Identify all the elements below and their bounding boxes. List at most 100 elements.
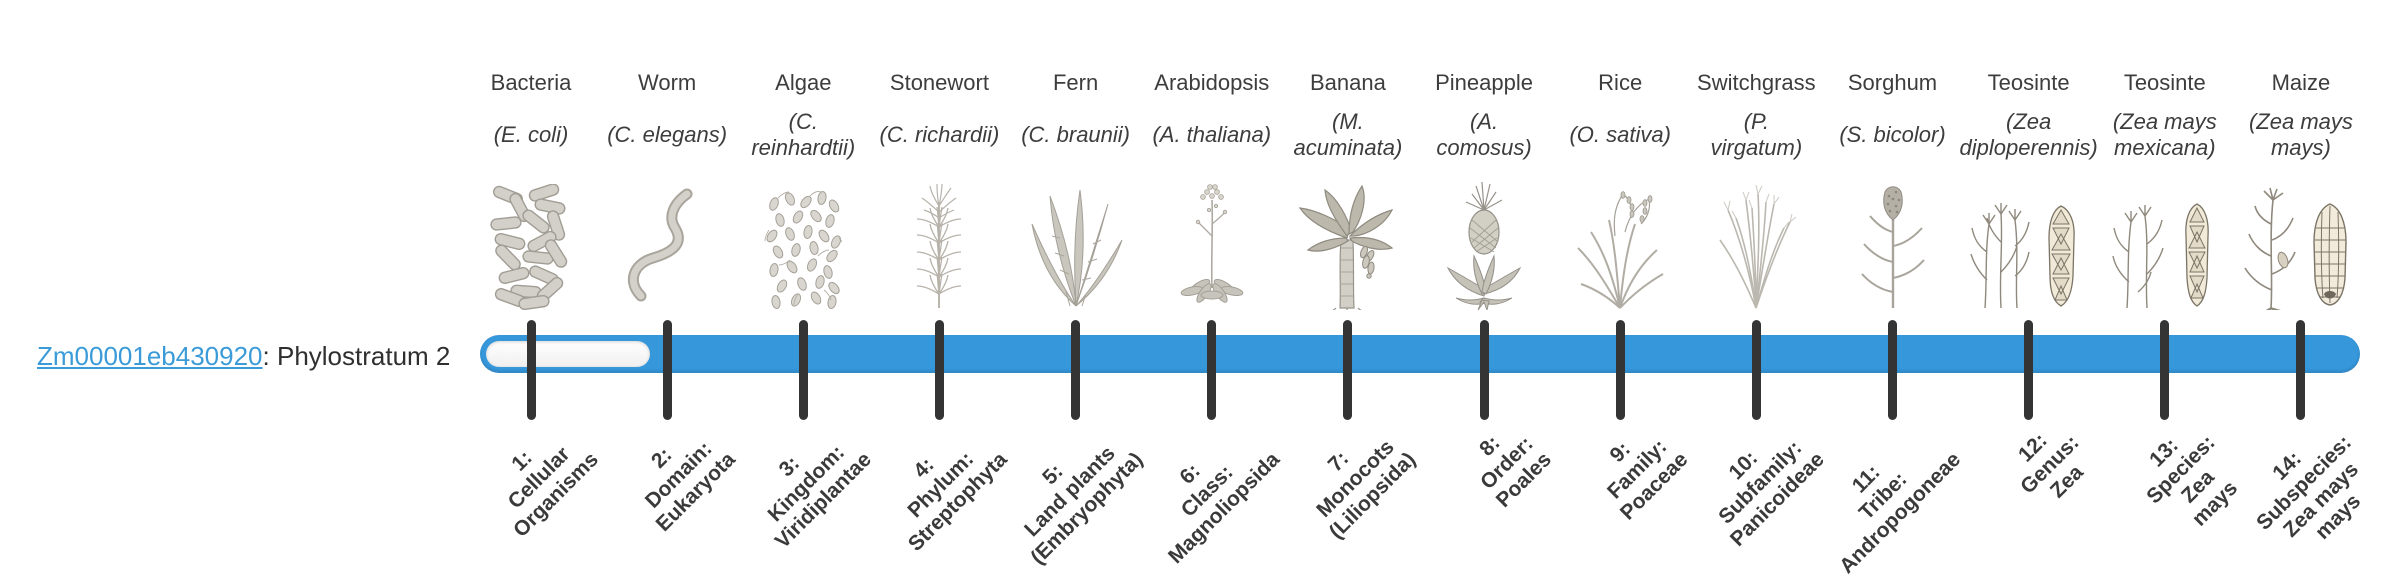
banana-illustration (1298, 185, 1394, 311)
phylostratum-label: 3: Kingdom: Viridiplantae (736, 414, 876, 554)
stonewort-illustration (904, 170, 974, 310)
phylostratum-label: 8: Order: Poales (1458, 414, 1557, 513)
organism-name: Pineapple (1435, 70, 1533, 95)
phylostratum-label: 7: Monocots (Liliopsida) (1291, 414, 1421, 544)
phylostratum-tick (1615, 320, 1625, 420)
organism-column: Sorghum (S. bicolor) (1808, 70, 1978, 310)
organism-name: Sorghum (1847, 70, 1938, 95)
organism-column: Algae (C. reinhardtii) (718, 70, 888, 310)
organism-scientific-name-line: (C. braunii) (1021, 121, 1130, 147)
banana-illustration (1292, 170, 1404, 311)
organism-column: Rice (O. sativa) (1535, 70, 1705, 310)
organism-column: Pineapple (A. comosus) (1399, 70, 1569, 311)
arabidopsis-illustration (1180, 184, 1244, 304)
sorghum-illustration (1850, 170, 1936, 310)
maize-illustration (2244, 188, 2347, 311)
organism-name: Worm (638, 70, 697, 95)
organism-name: Banana (1309, 70, 1386, 95)
organism-column: Maize (Zea mays mays) (2216, 70, 2386, 311)
switchgrass-illustration (1719, 185, 1797, 309)
teosinte-mexicana-illustration (2105, 170, 2225, 310)
rice-illustration (1564, 170, 1676, 310)
teosinte-mexicana-illustration (2112, 203, 2209, 309)
organism-scientific-name-line: (Zea mays (2248, 108, 2353, 134)
organism-scientific-name: (S. bicolor) (1839, 102, 1945, 168)
organism-column: Arabidopsis (A. thaliana) (1127, 70, 1297, 310)
organism-scientific-name-line: (Zea mays (2112, 108, 2217, 134)
phylostratum-label: 6: Class: Magnoliopsida (1130, 414, 1285, 569)
organism-column: Banana (M. acuminata) (1263, 70, 1433, 311)
organism-scientific-name: (M. acuminata) (1293, 102, 1402, 168)
organism-scientific-name: (P. virgatum) (1711, 102, 1803, 168)
organism-scientific-name-line: virgatum) (1710, 135, 1803, 161)
organism-scientific-name-line: (Zea (2006, 108, 2052, 134)
organism-scientific-name: (E. coli) (494, 102, 569, 168)
organism-scientific-name: (C. reinhardtii) (751, 102, 855, 168)
organism-name: Teosinte (1987, 70, 2070, 95)
organism-scientific-name-line: (M. (1332, 108, 1364, 134)
phylostratum-label: 13: Species: Zea mays (2126, 414, 2255, 543)
phylostratum-tick (1207, 320, 1217, 420)
organism-column: Fern (C. braunii) (991, 70, 1161, 310)
organism-scientific-name-line: (A. thaliana) (1152, 121, 1272, 147)
organism-scientific-name: (Zea diploperennis) (1960, 102, 2098, 168)
organism-name: Maize (2271, 70, 2331, 95)
phylostratum-tick (1751, 320, 1761, 420)
organism-scientific-name-line: mexicana) (2114, 135, 2216, 161)
rice-illustration (1577, 191, 1664, 310)
teosinte-diploperennis-illustration (1969, 203, 2075, 309)
bacteria-illustration (490, 184, 568, 311)
phylostratum-tick (1343, 320, 1353, 420)
fern-illustration (1020, 170, 1132, 310)
phylostratum-label: 12: Genus: Zea (2000, 414, 2102, 516)
phylostratum-tick (798, 320, 808, 420)
organism-name: Arabidopsis (1154, 70, 1270, 95)
organism-scientific-name: (Zea mays mexicana) (2113, 102, 2217, 168)
organism-name: Fern (1052, 70, 1099, 95)
pineapple-illustration (1446, 170, 1522, 311)
organism-column: Stonewort (C. richardii) (854, 70, 1024, 310)
organism-scientific-name-line: (S. bicolor) (1839, 121, 1946, 147)
phylostratum-tick (1888, 320, 1897, 420)
switchgrass-illustration (1708, 170, 1804, 310)
organism-scientific-name-line: (P. (1743, 108, 1769, 134)
gene-link[interactable]: Zm00001eb430920 (37, 341, 263, 371)
phylostratum-tick (934, 320, 944, 420)
organism-scientific-name-line: reinhardtii) (751, 135, 856, 161)
teosinte-diploperennis-illustration (1965, 170, 2093, 310)
phylostratum-label: 9: Family: Poaceae (1582, 414, 1693, 525)
organism-scientific-name: (A. thaliana) (1152, 102, 1271, 168)
organism-scientific-name-line: (O. sativa) (1569, 121, 1671, 147)
organism-scientific-name-line: (C. elegans) (607, 121, 728, 147)
phylostrata-bar (480, 335, 2360, 373)
phylostratum-label: 5: Land plants (Embryophyta) (993, 414, 1149, 570)
organism-column: Teosinte (Zea mays mexicana) (2080, 70, 2250, 310)
organism-column: Bacteria (E. coli) (446, 70, 616, 311)
organism-scientific-name-line: acuminata) (1293, 135, 1403, 161)
stonewort-illustration (917, 184, 962, 309)
bacteria-illustration (489, 170, 573, 311)
organism-scientific-name: (C. elegans) (607, 102, 727, 168)
phylostratum-tick (2024, 320, 2034, 420)
organism-name: Stonewort (889, 70, 989, 95)
bar-unfilled-segment (486, 341, 650, 367)
phylostratum-tick (526, 320, 536, 420)
phylostratum-tick (2296, 320, 2306, 420)
phylostratum-label: 2: Domain: Eukaryota (617, 414, 740, 537)
organism-scientific-name-line: mays) (2270, 135, 2331, 161)
worm-illustration (625, 170, 709, 310)
phylostratum-tick (662, 320, 672, 420)
gene-label: Zm00001eb430920: Phylostratum 2 (37, 341, 450, 372)
algae-illustration (764, 170, 843, 310)
organism-scientific-name: (Zea mays mays) (2249, 102, 2353, 168)
phylostratum-tick (2160, 320, 2170, 420)
organism-scientific-name: (C. braunii) (1021, 102, 1130, 168)
worm-illustration (628, 188, 693, 302)
organism-name: Switchgrass (1697, 70, 1816, 95)
organism-column: Teosinte (Zea diploperennis) (1944, 70, 2114, 310)
arabidopsis-illustration (1176, 170, 1248, 310)
maize-illustration (2237, 170, 2365, 311)
phylostratum-tick (1071, 320, 1081, 420)
organism-scientific-name-line: comosus) (1436, 135, 1532, 161)
sorghum-illustration (1860, 186, 1925, 309)
